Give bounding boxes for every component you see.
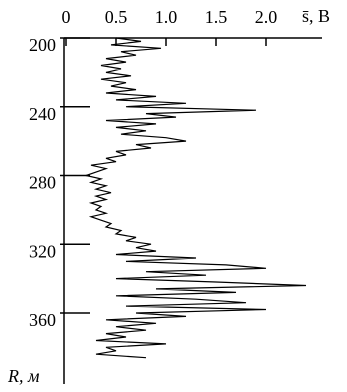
x-tick-label: 0.5 <box>105 7 128 27</box>
x-tick-label: 0 <box>62 7 71 27</box>
x-tick-label: 2.0 <box>255 7 278 27</box>
y-tick-label: 200 <box>29 35 56 55</box>
x-tick-label: 1.5 <box>205 7 228 27</box>
y-tick-label: 320 <box>29 241 56 261</box>
x-tick-label: 1.0 <box>155 7 178 27</box>
x-axis-label: s̄, В <box>302 6 330 26</box>
y-tick-label: 360 <box>29 310 56 330</box>
log-line <box>83 37 307 359</box>
y-axis-label: R, м <box>7 366 40 386</box>
y-tick-label: 280 <box>29 173 56 193</box>
y-tick-label: 240 <box>29 104 56 124</box>
